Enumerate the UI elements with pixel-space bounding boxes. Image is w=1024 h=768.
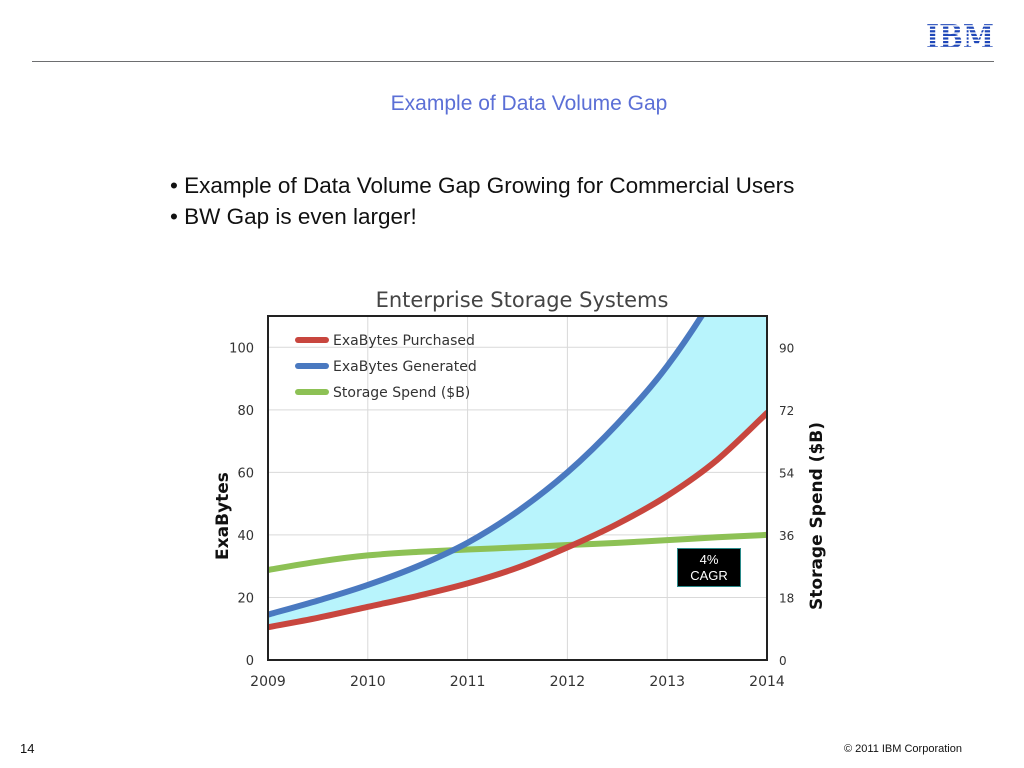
page-number: 14 (20, 741, 35, 756)
x-tick-label: 2012 (550, 674, 586, 690)
plot-area (268, 316, 767, 631)
y2-tick-label: 90 (779, 341, 794, 355)
y2-tick-label: 54 (779, 466, 794, 480)
legend-label: Storage Spend ($B) (333, 385, 470, 401)
slide-title: Example of Data Volume Gap (390, 92, 668, 115)
bullet-list: Example of Data Volume Gap Growing for C… (170, 170, 794, 232)
bullet-item: Example of Data Volume Gap Growing for C… (170, 170, 794, 201)
x-tick-label: 2014 (749, 674, 785, 690)
x-tick-label: 2011 (450, 674, 486, 690)
logo-stripe (926, 44, 994, 47)
y2-tick-label: 18 (779, 591, 794, 605)
logo-stripe (926, 48, 994, 51)
y-tick-label: 60 (237, 466, 254, 481)
x-tick-label: 2013 (649, 674, 685, 690)
cagr-percent: 4% (699, 552, 719, 567)
y-tick-label: 20 (237, 591, 254, 606)
x-tick-label: 2009 (250, 674, 286, 690)
copyright-notice: © 2011 IBM Corporation (844, 743, 962, 755)
header-divider (32, 61, 994, 62)
y-tick-label: 0 (246, 654, 254, 669)
y-tick-label: 40 (237, 529, 254, 544)
logo-stripe (926, 33, 994, 36)
logo-stripe (926, 30, 994, 33)
y2-tick-label: 36 (779, 529, 794, 543)
y-tick-label: 80 (237, 404, 254, 419)
y2-tick-label: 72 (779, 404, 794, 418)
x-tick-label: 2010 (350, 674, 386, 690)
ibm-logo: IBM (926, 23, 994, 51)
y-tick-label: 100 (229, 341, 254, 356)
chart-title: Enterprise Storage Systems (376, 288, 669, 312)
logo-stripe (926, 41, 994, 44)
cagr-label: CAGR (690, 568, 728, 583)
series-line-exabytes-generated (268, 316, 706, 618)
y2-tick-label: 0 (779, 654, 787, 668)
logo-stripe (926, 23, 994, 26)
y2-axis-title: Storage Spend ($B) (807, 422, 827, 610)
logo-stripe (926, 26, 994, 29)
storage-chart: Enterprise Storage Systems 0 20 40 60 80 100 0… (190, 282, 840, 694)
y-axis-title: ExaBytes (213, 472, 233, 560)
series-line-storage-spend (268, 531, 767, 573)
plot-frame (267, 315, 768, 661)
legend-label: ExaBytes Purchased (333, 333, 475, 349)
bullet-item: BW Gap is even larger! (170, 201, 794, 232)
cagr-annotation: 4% CAGR (677, 548, 741, 587)
legend-label: ExaBytes Generated (333, 359, 477, 375)
logo-stripe (926, 37, 994, 40)
series-line-exabytes-purchased (268, 409, 767, 631)
